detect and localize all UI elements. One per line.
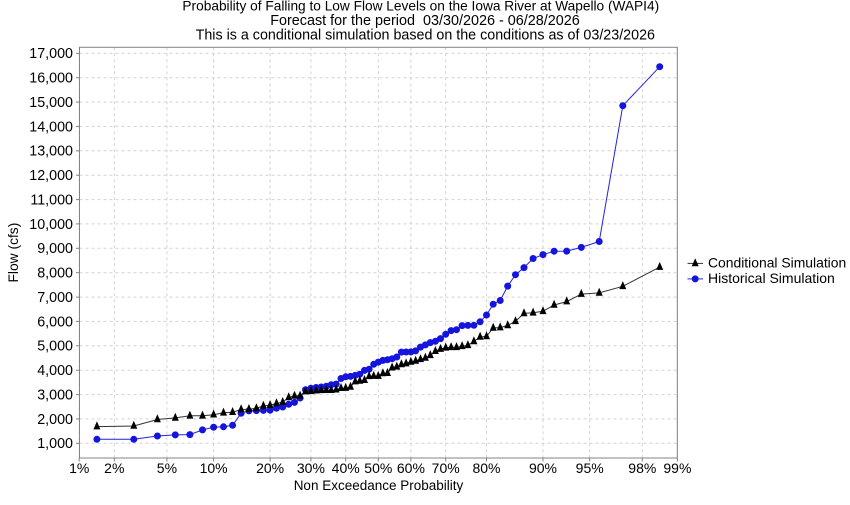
svg-text:3,000: 3,000 (37, 387, 73, 403)
svg-text:Flow (cfs): Flow (cfs) (6, 223, 21, 283)
svg-text:6,000: 6,000 (37, 314, 73, 330)
svg-text:13,000: 13,000 (29, 144, 73, 160)
svg-text:70%: 70% (432, 460, 460, 476)
svg-text:99%: 99% (663, 460, 691, 476)
svg-text:1%: 1% (69, 460, 89, 476)
svg-text:9,000: 9,000 (37, 241, 73, 257)
svg-text:95%: 95% (576, 460, 604, 476)
svg-text:1,000: 1,000 (37, 436, 73, 452)
svg-text:11,000: 11,000 (30, 193, 73, 209)
svg-text:Forecast for the period 03/30: Forecast for the period 03/30/2026 - 06/… (270, 13, 580, 29)
svg-text:This is a conditional simulati: This is a conditional simulation based o… (196, 28, 655, 44)
svg-text:20%: 20% (256, 460, 284, 476)
svg-text:16,000: 16,000 (29, 71, 73, 87)
svg-text:2,000: 2,000 (37, 412, 73, 428)
svg-text:40%: 40% (332, 460, 360, 476)
svg-text:10,000: 10,000 (29, 217, 73, 233)
svg-text:60%: 60% (397, 460, 425, 476)
svg-text:80%: 80% (472, 460, 500, 476)
svg-text:4,000: 4,000 (37, 363, 73, 379)
svg-text:Conditional Simulation: Conditional Simulation (708, 254, 846, 270)
svg-text:2%: 2% (104, 460, 124, 476)
svg-text:5%: 5% (157, 460, 177, 476)
svg-text:Non Exceedance Probability: Non Exceedance Probability (294, 478, 464, 493)
svg-text:10%: 10% (200, 460, 228, 476)
svg-text:17,000: 17,000 (29, 46, 73, 62)
svg-text:14,000: 14,000 (29, 119, 73, 135)
svg-text:12,000: 12,000 (29, 168, 73, 184)
svg-text:30%: 30% (297, 460, 325, 476)
svg-text:Historical Simulation: Historical Simulation (708, 270, 835, 286)
svg-text:90%: 90% (529, 460, 557, 476)
svg-text:5,000: 5,000 (37, 339, 73, 355)
svg-text:50%: 50% (364, 460, 392, 476)
svg-text:15,000: 15,000 (29, 95, 73, 111)
svg-text:98%: 98% (628, 460, 656, 476)
svg-text:8,000: 8,000 (37, 266, 73, 282)
svg-text:7,000: 7,000 (37, 290, 73, 306)
svg-text:Probability of Falling to Low: Probability of Falling to Low Flow Level… (182, 0, 659, 13)
